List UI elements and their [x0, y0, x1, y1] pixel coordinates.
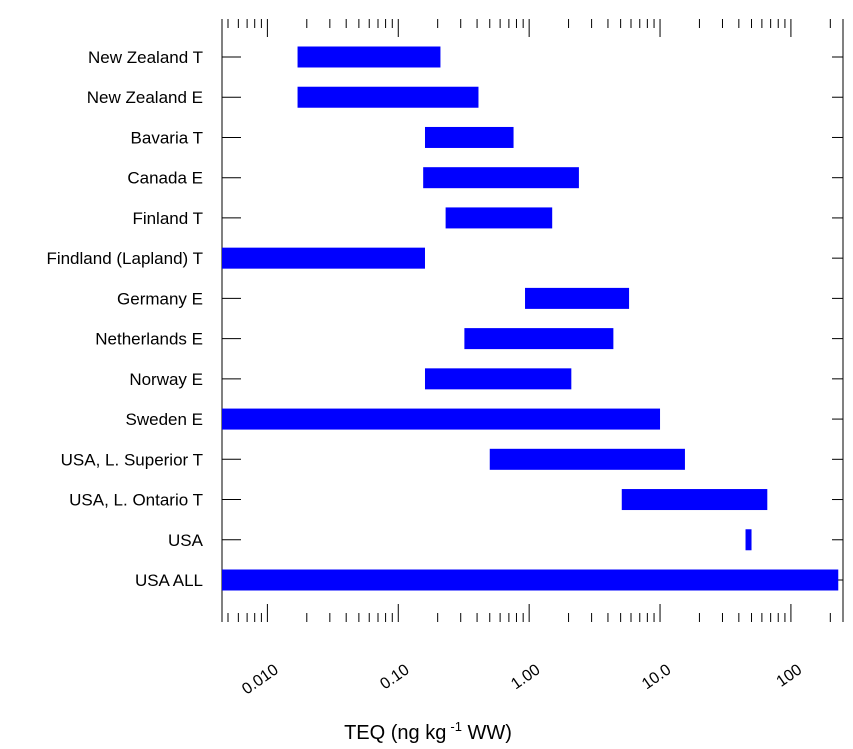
x-axis-title-superscript: -1 [450, 719, 462, 734]
category-labels: New Zealand T New Zealand E Bavaria T Canad… [46, 48, 203, 590]
category-label: USA, L. Ontario T [69, 491, 203, 510]
range-bar [222, 247, 425, 269]
range-bar [424, 368, 572, 390]
x-tick-label: 0.10 [377, 661, 412, 693]
category-label: Bavaria T [131, 128, 203, 147]
x-axis-title-prefix: TEQ (ng kg [344, 722, 446, 744]
x-tick-label: 10.0 [639, 661, 674, 693]
category-label: Sweden E [126, 410, 204, 429]
range-bar [445, 207, 553, 229]
bars-group [222, 46, 839, 591]
range-bar [745, 529, 752, 551]
range-bar [489, 448, 685, 470]
x-axis-ticks: 0.010 0.10 1.00 10.0 100 [227, 19, 831, 698]
category-label: USA, L. Superior T [61, 450, 203, 469]
range-bar [423, 167, 579, 189]
x-axis-title-suffix: WW) [462, 722, 512, 744]
range-bar [424, 126, 514, 148]
range-bar [621, 489, 768, 511]
x-tick-label: 1.00 [508, 661, 543, 693]
range-bar [222, 569, 839, 591]
range-bar [525, 287, 630, 309]
category-label: Canada E [127, 169, 203, 188]
category-label: Norway E [129, 370, 203, 389]
range-bar [222, 408, 661, 430]
range-bar [297, 86, 479, 108]
category-label: New Zealand T [88, 48, 203, 67]
range-bar [464, 328, 614, 350]
x-axis-title: TEQ (ng kg -1 WW) [344, 719, 512, 744]
category-label: USA [168, 531, 204, 550]
category-label: Finland T [132, 209, 203, 228]
range-bar [297, 46, 441, 68]
category-label: Findland (Lapland) T [46, 249, 203, 268]
x-tick-label: 0.010 [239, 661, 282, 698]
category-label: New Zealand E [87, 88, 203, 107]
x-tick-label: 100 [774, 661, 806, 690]
category-label: USA ALL [135, 571, 203, 590]
category-label: Germany E [117, 289, 203, 308]
category-label: Netherlands E [95, 330, 203, 349]
